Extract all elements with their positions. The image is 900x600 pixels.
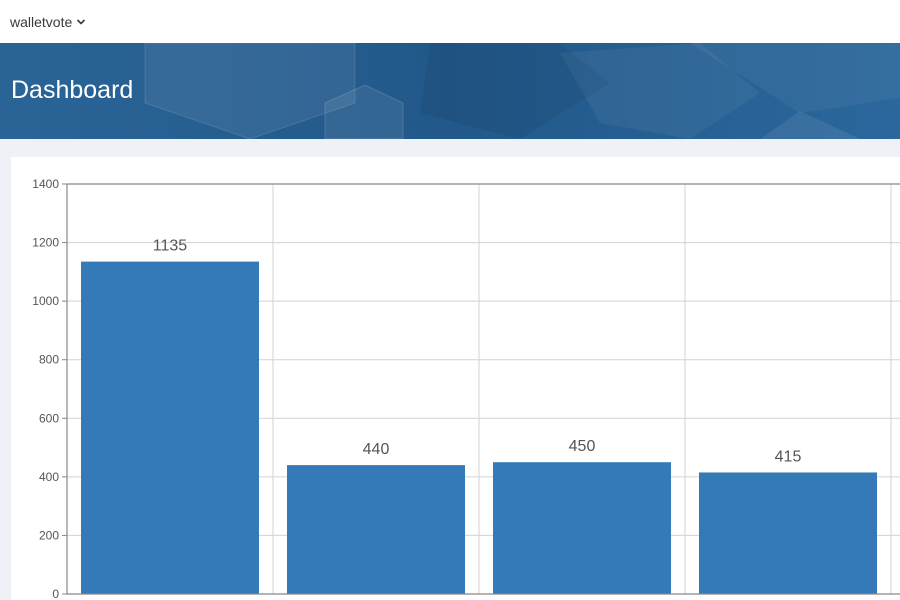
bar[interactable] — [699, 472, 877, 594]
chart-data-labels: 1135 440 450 415 — [153, 238, 802, 466]
chevron-down-icon — [77, 18, 86, 25]
bar-value-label: 440 — [363, 441, 390, 458]
bar-chart: 1135 440 450 415 0 200 400 600 800 1000 1200 1400 — [32, 177, 900, 600]
y-tick-label: 200 — [39, 528, 59, 542]
chart-bars — [81, 261, 877, 594]
y-tick-label: 0 — [52, 587, 59, 600]
page-header-banner: Dashboard — [0, 43, 900, 139]
y-tick-label: 1400 — [32, 177, 59, 191]
banner-pattern — [0, 43, 900, 139]
y-tick-label: 600 — [39, 411, 59, 425]
y-tick-label: 1200 — [32, 236, 59, 250]
page-title: Dashboard — [11, 76, 134, 104]
bar[interactable] — [81, 261, 259, 594]
chart-panel: 1135 440 450 415 0 200 400 600 800 1000 1200 1400 — [11, 157, 900, 600]
chart-axes: 0 200 400 600 800 1000 1200 1400 — [32, 177, 900, 600]
bar-value-label: 1135 — [153, 238, 188, 255]
bar-value-label: 415 — [775, 448, 802, 465]
y-tick-label: 400 — [39, 470, 59, 484]
workspace-name: walletvote — [10, 13, 73, 30]
bar-value-label: 450 — [569, 438, 596, 455]
y-tick-label: 800 — [39, 353, 59, 367]
top-bar: walletvote — [0, 0, 900, 43]
bar[interactable] — [287, 465, 465, 594]
workspace-switcher[interactable]: walletvote — [10, 14, 86, 30]
y-tick-label: 1000 — [32, 294, 59, 308]
bar[interactable] — [493, 462, 671, 594]
